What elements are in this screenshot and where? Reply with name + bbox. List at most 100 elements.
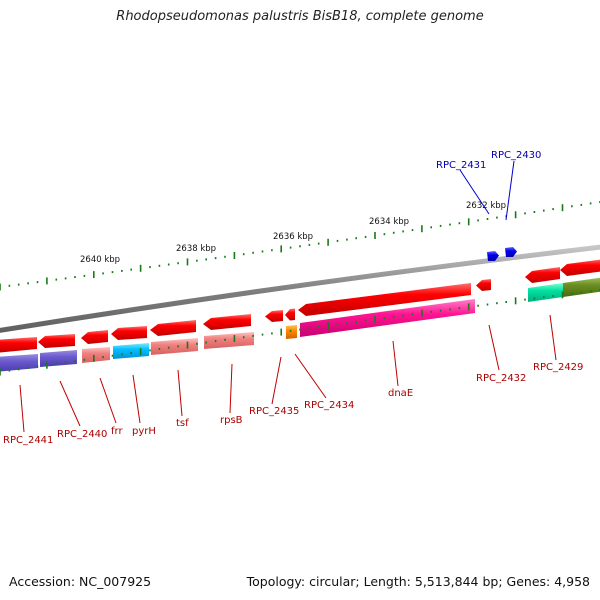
- gene-frr[interactable]: [81, 330, 108, 344]
- minor-tick: [486, 303, 489, 306]
- minor-tick: [346, 238, 348, 241]
- minor-tick: [261, 333, 264, 336]
- category-block: [82, 347, 110, 363]
- major-tick: [327, 322, 329, 330]
- scale-label: 2638 kbp: [176, 244, 216, 254]
- minor-tick: [130, 268, 132, 271]
- gene-rpsB[interactable]: [203, 314, 251, 330]
- gene-rpc-2429[interactable]: [525, 267, 560, 283]
- major-tick: [374, 232, 376, 239]
- gene-label[interactable]: frr: [111, 426, 123, 437]
- gene-dnaE[interactable]: [298, 283, 471, 316]
- minor-tick: [17, 283, 20, 286]
- gene-rpc-2435b[interactable]: [285, 308, 295, 321]
- minor-tick: [505, 301, 507, 303]
- major-tick: [467, 218, 470, 226]
- minor-tick: [317, 242, 320, 245]
- category-block: [151, 338, 198, 355]
- gene-label[interactable]: RPC_2432: [476, 373, 526, 384]
- minor-tick: [449, 308, 451, 311]
- minor-tick: [158, 348, 161, 350]
- gene-label[interactable]: RPC_2430: [491, 150, 541, 161]
- minor-tick: [364, 235, 367, 238]
- label-leaders: [19, 314, 557, 433]
- gene-label[interactable]: dnaE: [388, 388, 413, 399]
- gene-label[interactable]: tsf: [176, 418, 189, 429]
- minor-tick: [111, 271, 114, 274]
- minor-tick: [214, 257, 217, 260]
- minor-tick: [36, 365, 39, 368]
- gene-rpc-2440[interactable]: [38, 334, 75, 348]
- gene-label[interactable]: RPC_2441: [3, 435, 53, 446]
- gene-rpc-2432[interactable]: [476, 279, 491, 291]
- label-leaders-upper: [459, 160, 515, 221]
- minor-tick: [177, 345, 179, 348]
- major-tick: [327, 238, 329, 246]
- gene-rpc-2430[interactable]: [505, 247, 517, 257]
- category-block: [286, 325, 297, 339]
- major-tick: [280, 328, 282, 336]
- gene-rpc-2431[interactable]: [487, 251, 499, 261]
- gene-label[interactable]: pyrH: [132, 426, 156, 437]
- minor-tick: [149, 349, 151, 352]
- major-tick: [0, 368, 1, 376]
- scale-label: 2636 kbp: [273, 232, 313, 242]
- minor-tick: [355, 237, 357, 240]
- minor-tick: [411, 313, 414, 316]
- minor-tick: [36, 281, 39, 284]
- minor-tick: [299, 245, 301, 248]
- gene-label[interactable]: RPC_2435: [249, 406, 299, 417]
- minor-tick: [580, 291, 583, 294]
- minor-tick: [458, 307, 461, 310]
- minor-tick: [496, 302, 498, 305]
- reverse-strand-genes: [0, 259, 600, 353]
- minor-tick: [439, 224, 442, 227]
- minor-tick: [411, 229, 414, 232]
- minor-tick: [252, 251, 254, 254]
- minor-tick: [392, 315, 395, 318]
- major-tick: [139, 348, 142, 356]
- minor-tick: [524, 298, 526, 301]
- category-block: [40, 350, 77, 367]
- gene-label[interactable]: rpsB: [220, 415, 243, 426]
- minor-tick: [364, 319, 367, 322]
- minor-tick: [580, 203, 583, 206]
- minor-tick: [449, 223, 451, 226]
- inner-ruler: [0, 289, 600, 376]
- category-block: [204, 332, 254, 349]
- scale-label: 2632 kbp: [466, 201, 506, 211]
- major-tick: [93, 354, 95, 362]
- gene-rpc-2435[interactable]: [265, 310, 283, 322]
- major-tick: [514, 297, 517, 305]
- minor-tick: [308, 327, 311, 330]
- gene-label[interactable]: RPC_2434: [304, 400, 354, 411]
- map-title: Rhodopseudomonas palustris BisB18, compl…: [116, 9, 484, 24]
- gene-rpc-2441[interactable]: [0, 337, 37, 353]
- minor-tick: [55, 362, 58, 365]
- minor-tick: [242, 253, 245, 256]
- minor-tick: [430, 226, 432, 229]
- category-track: [0, 277, 600, 372]
- major-tick: [514, 211, 517, 219]
- major-tick: [0, 283, 1, 291]
- major-tick: [561, 291, 564, 299]
- minor-tick: [149, 266, 151, 269]
- minor-tick: [27, 366, 29, 369]
- minor-tick: [224, 338, 226, 341]
- minor-tick: [102, 272, 104, 275]
- minor-tick: [402, 314, 404, 317]
- gene-label[interactable]: RPC_2429: [533, 362, 583, 373]
- gene-label[interactable]: RPC_2431: [436, 160, 486, 171]
- minor-tick: [271, 249, 273, 252]
- major-tick: [46, 277, 48, 285]
- major-tick: [46, 361, 48, 369]
- gene-pyrH[interactable]: [111, 326, 147, 340]
- major-tick: [561, 204, 564, 212]
- major-tick: [421, 309, 423, 317]
- gene-tsf[interactable]: [150, 320, 196, 336]
- minor-tick: [74, 276, 76, 279]
- gene-label[interactable]: RPC_2440: [57, 429, 107, 440]
- gene-rpc-2428[interactable]: [560, 259, 600, 276]
